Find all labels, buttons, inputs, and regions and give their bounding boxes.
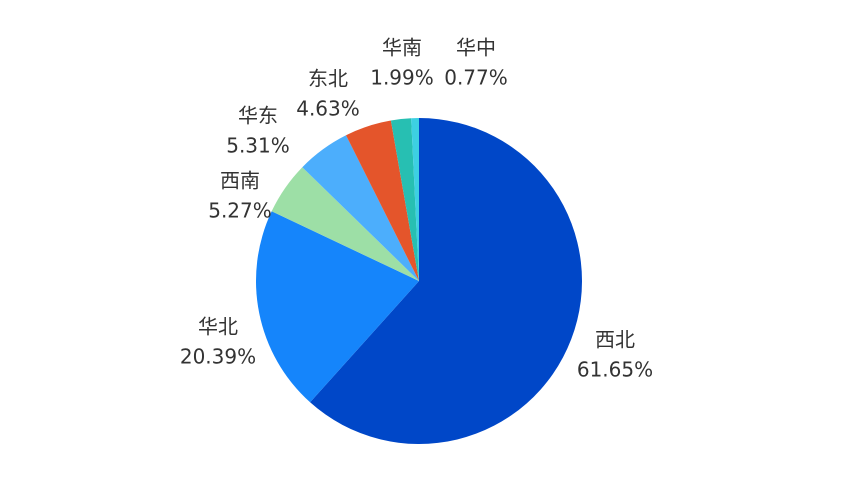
pie-slice: [411, 118, 419, 281]
slice-name: 华北: [198, 315, 238, 339]
slice-name: 华东: [238, 104, 278, 128]
slice-value: 0.77%: [444, 66, 508, 90]
slice-name: 东北: [308, 67, 348, 91]
pie-slice: [302, 135, 419, 281]
pie-slice: [346, 120, 419, 281]
slice-name: 西南: [220, 169, 260, 193]
slice-value: 5.27%: [208, 199, 272, 223]
pie-slice: [390, 118, 419, 281]
pie-slice: [255, 211, 419, 403]
pie-slice: [271, 167, 419, 281]
slice-value: 5.31%: [226, 134, 290, 158]
slice-value: 1.99%: [370, 66, 434, 90]
slice-value: 61.65%: [577, 358, 653, 382]
slice-name: 华南: [382, 36, 422, 60]
pie-slice: [310, 118, 583, 444]
slice-value: 4.63%: [296, 97, 360, 121]
slice-name: 华中: [456, 36, 496, 60]
slice-value: 20.39%: [180, 345, 256, 369]
slice-name: 西北: [595, 328, 635, 352]
